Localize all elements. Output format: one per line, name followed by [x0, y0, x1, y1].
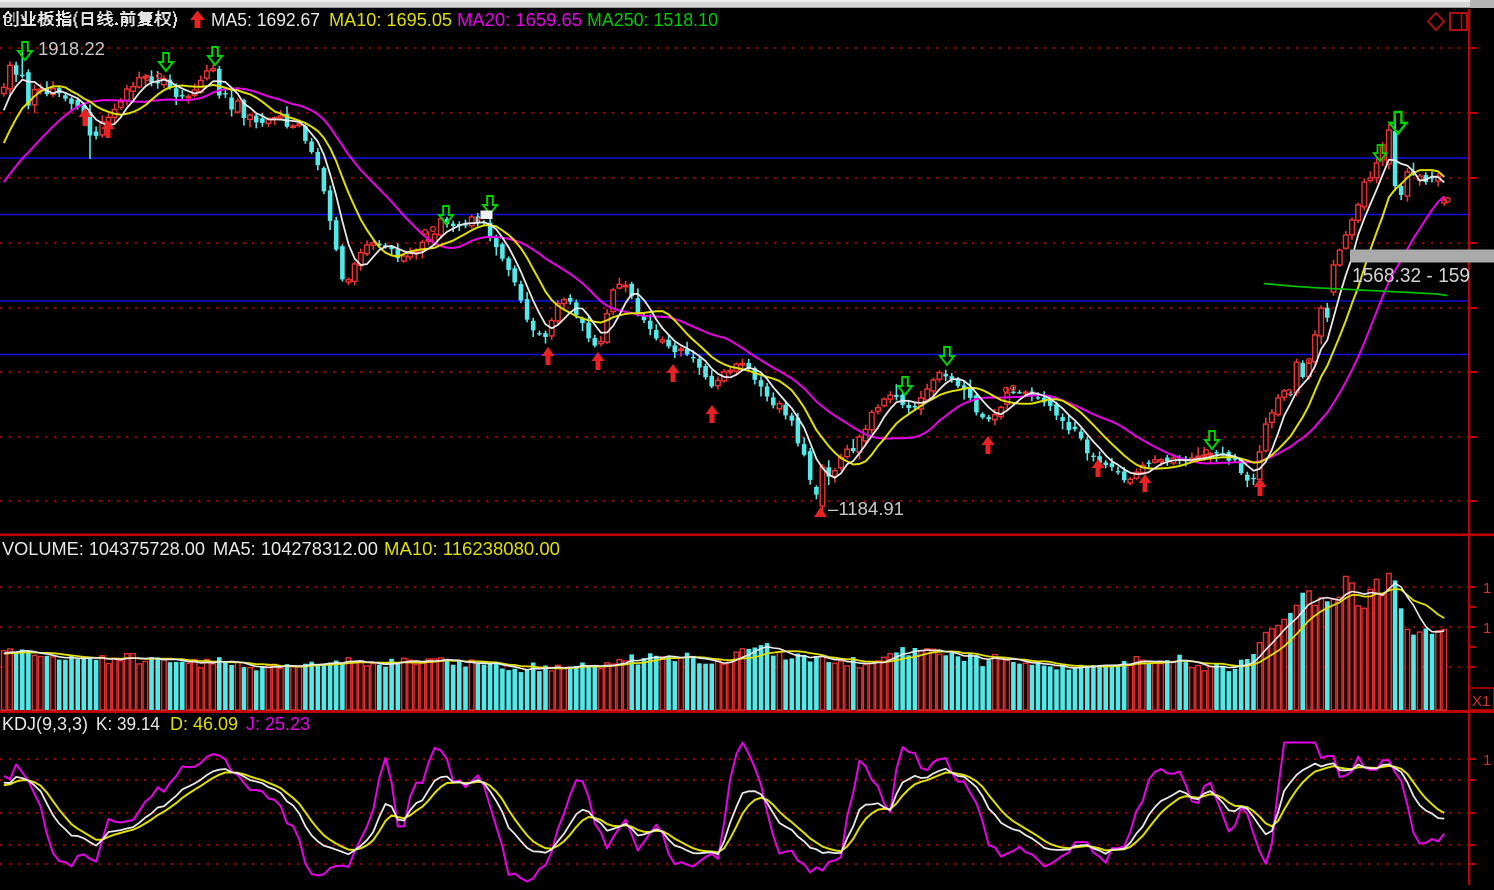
- svg-text:1918.22: 1918.22: [38, 39, 105, 59]
- svg-text:K: 39.14: K: 39.14: [96, 714, 160, 734]
- svg-text:MA5: 1692.67: MA5: 1692.67: [211, 10, 320, 30]
- svg-text:MA10: 1695.05: MA10: 1695.05: [329, 10, 452, 30]
- svg-text:MA250: 1518.10: MA250: 1518.10: [587, 10, 718, 30]
- svg-text:J: 25.23: J: 25.23: [246, 714, 310, 734]
- svg-text:X1: X1: [1472, 693, 1490, 710]
- svg-text:1: 1: [1483, 580, 1491, 597]
- svg-text:1: 1: [1483, 752, 1491, 769]
- svg-text:1: 1: [1483, 620, 1491, 637]
- svg-text:KDJ(9,3,3): KDJ(9,3,3): [2, 714, 88, 734]
- svg-text:MA20: 1659.65: MA20: 1659.65: [457, 10, 582, 30]
- svg-text:MA10: 116238080.00: MA10: 116238080.00: [384, 539, 560, 559]
- svg-text:–1184.91: –1184.91: [828, 499, 904, 519]
- svg-text:D: 46.09: D: 46.09: [170, 714, 238, 734]
- svg-text:MA5: 104278312.00: MA5: 104278312.00: [213, 539, 378, 559]
- svg-text:VOLUME: 104375728.00: VOLUME: 104375728.00: [2, 539, 205, 559]
- svg-text:1568.32 - 159: 1568.32 - 159: [1352, 265, 1470, 287]
